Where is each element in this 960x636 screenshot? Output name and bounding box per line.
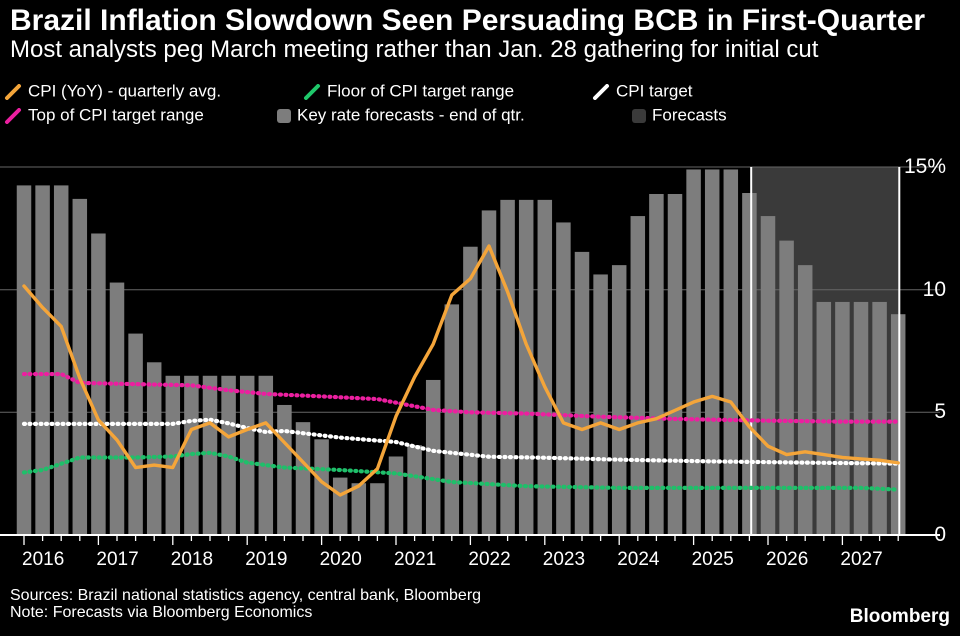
svg-text:2020: 2020 xyxy=(320,549,362,570)
svg-text:2017: 2017 xyxy=(96,549,138,570)
svg-text:2018: 2018 xyxy=(171,549,213,570)
svg-text:2021: 2021 xyxy=(394,549,436,570)
svg-text:2026: 2026 xyxy=(766,549,808,570)
svg-text:2024: 2024 xyxy=(617,549,660,570)
svg-text:2016: 2016 xyxy=(22,549,64,570)
svg-text:2025: 2025 xyxy=(692,549,734,570)
svg-text:2023: 2023 xyxy=(543,549,585,570)
svg-text:2022: 2022 xyxy=(468,549,510,570)
svg-text:2019: 2019 xyxy=(245,549,287,570)
svg-text:2027: 2027 xyxy=(840,549,882,570)
